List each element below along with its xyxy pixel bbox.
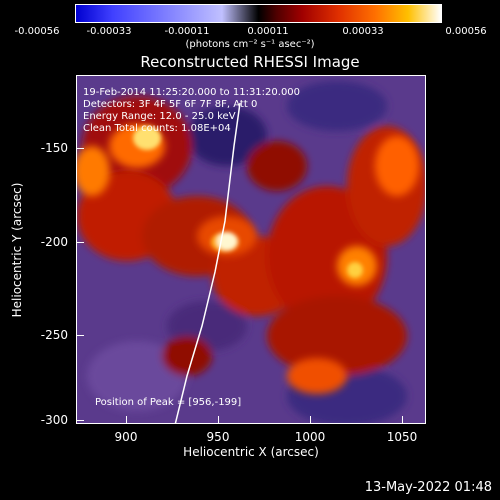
x-axis-label: Heliocentric X (arcsec): [183, 445, 319, 459]
y-tick-label: -200: [40, 235, 68, 249]
peak-position-label: Position of Peak = [956,-199]: [95, 397, 242, 408]
x-tickmark: [126, 416, 127, 424]
y-tickmark: [76, 335, 84, 336]
y-axis-label: Heliocentric Y (arcsec): [10, 182, 24, 318]
x-tickmark: [218, 416, 219, 424]
colorbar-tick: -0.00056: [14, 26, 60, 37]
y-tick-label: -150: [40, 141, 68, 155]
y-tick-label: -300: [40, 413, 68, 427]
x-tick-label: 1050: [386, 430, 418, 444]
colorbar-unit: (photons cm⁻² s⁻¹ asec⁻²): [185, 39, 315, 50]
energy-range-label: Energy Range: 12.0 - 25.0 keV: [83, 111, 236, 122]
x-tick-label: 1000: [294, 430, 326, 444]
colorbar-tick: 0.00011: [247, 26, 289, 37]
y-tick-label: -250: [40, 328, 68, 342]
rhessi-image-canvas: [77, 76, 425, 423]
algorithm-label: Clean Total counts: 1.08E+04: [83, 123, 231, 134]
x-tickmark: [310, 416, 311, 424]
image-title: Reconstructed RHESSI Image: [140, 53, 360, 71]
colorbar-tick: 0.00056: [445, 26, 487, 37]
rhessi-image: 19-Feb-2014 11:25:20.000 to 11:31:20.000…: [76, 75, 426, 424]
y-tickmark: [76, 420, 84, 421]
x-tick-label: 900: [114, 430, 138, 444]
colorbar: [75, 4, 442, 23]
colorbar-tick: -0.00011: [164, 26, 210, 37]
timestamp: 13-May-2022 01:48: [364, 480, 492, 495]
time-range-label: 19-Feb-2014 11:25:20.000 to 11:31:20.000: [83, 87, 301, 98]
x-tick-label: 950: [206, 430, 230, 444]
colorbar-tick: 0.00033: [342, 26, 384, 37]
colorbar-tick: -0.00033: [86, 26, 132, 37]
y-tickmark: [76, 148, 84, 149]
detectors-label: Detectors: 3F 4F 5F 6F 7F 8F, Att 0: [83, 99, 258, 110]
x-tickmark: [402, 416, 403, 424]
y-tickmark: [76, 242, 84, 243]
